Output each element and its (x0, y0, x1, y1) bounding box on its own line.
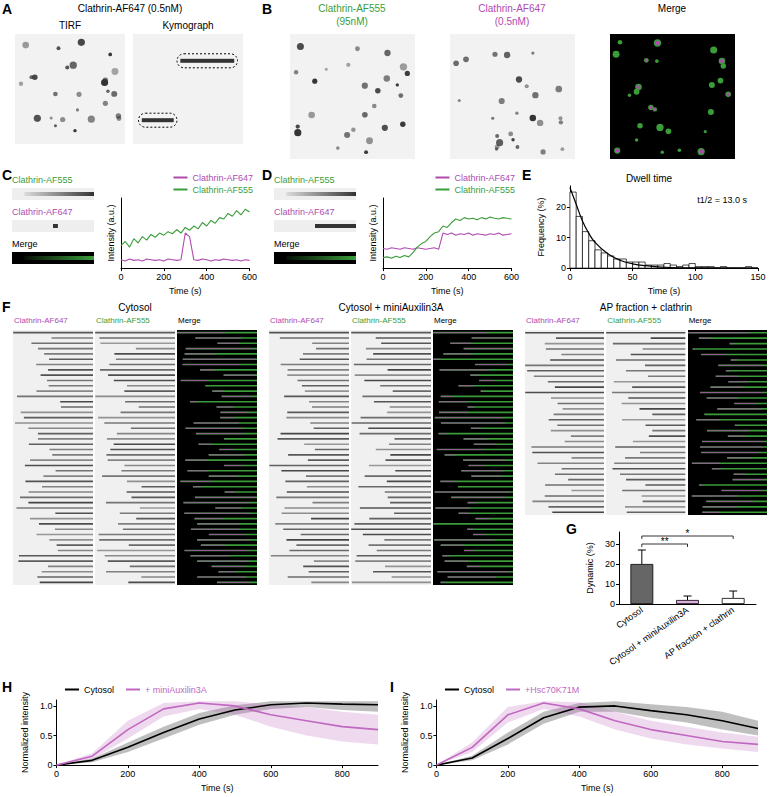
svg-text:200: 200 (500, 769, 515, 779)
svg-text:400: 400 (199, 272, 214, 282)
svg-text:400: 400 (572, 769, 587, 779)
html-text:AP fraction + clathrin: AP fraction + clathrin (599, 302, 693, 313)
svg-text:30: 30 (605, 539, 615, 549)
svg-text:100: 100 (688, 272, 703, 282)
html-text:(0.5nM): (0.5nM) (494, 16, 530, 27)
html-text:TIRF: TIRF (58, 20, 82, 31)
html-text:I: I (390, 679, 394, 695)
html-text:G: G (566, 521, 577, 537)
svg-text:Cytosol + miniAuxilin3A: Cytosol + miniAuxilin3A (607, 605, 690, 667)
svg-text:Intensity (a.u.): Intensity (a.u.) (106, 205, 116, 262)
html-text:A: A (2, 1, 13, 17)
html-text:Clathrin-AF647: Clathrin-AF647 (274, 207, 335, 217)
svg-text:0: 0 (47, 760, 52, 770)
html-text:Merge: Merge (274, 239, 300, 249)
svg-text:400: 400 (192, 769, 207, 779)
svg-text:0: 0 (118, 272, 123, 282)
svg-text:20: 20 (556, 202, 566, 212)
svg-text:Time (s): Time (s) (581, 783, 614, 793)
html-text:Cytosol + miniAuxilin3A: Cytosol + miniAuxilin3A (338, 302, 444, 313)
html-text:Clathrin-AF647 (0.5nM): Clathrin-AF647 (0.5nM) (77, 3, 183, 14)
html-text:Clathrin-AF555: Clathrin-AF555 (352, 316, 406, 325)
svg-text:0: 0 (561, 263, 566, 273)
svg-text:600: 600 (242, 272, 257, 282)
svg-text:0: 0 (380, 272, 385, 282)
svg-text:50: 50 (628, 272, 638, 282)
html-text:Merge: Merge (688, 316, 712, 325)
svg-text:Clathrin-AF555: Clathrin-AF555 (454, 185, 515, 195)
svg-text:Cytosol: Cytosol (84, 685, 114, 695)
html-text:CClathrin-AF555: CClathrin-AF555 (2, 167, 73, 185)
svg-text:Normalized intensity: Normalized intensity (400, 692, 410, 774)
svg-text:Clathrin-AF647: Clathrin-AF647 (192, 173, 253, 183)
html-text:Clathrin-AF647: Clathrin-AF647 (270, 316, 324, 325)
svg-text:0: 0 (427, 760, 432, 770)
svg-text:150: 150 (750, 272, 765, 282)
html-text:Clathrin-AF647: Clathrin-AF647 (478, 3, 546, 14)
svg-text:0.5: 0.5 (420, 731, 433, 741)
html-text:Kymograph: Kymograph (162, 20, 214, 31)
svg-text:+ miniAuxilin3A: + miniAuxilin3A (145, 685, 207, 695)
html-text:(95nM): (95nM) (336, 16, 368, 27)
svg-text:20: 20 (605, 559, 615, 569)
svg-text:Clathrin-AF555: Clathrin-AF555 (192, 185, 253, 195)
html-text:E: E (522, 167, 532, 183)
svg-text:200: 200 (120, 769, 135, 779)
svg-text:1.0: 1.0 (420, 701, 433, 711)
svg-text:400: 400 (461, 272, 476, 282)
html-text:B: B (262, 1, 273, 17)
html-text:Merge: Merge (178, 316, 201, 325)
svg-text:Intensity (a.u.): Intensity (a.u.) (368, 205, 378, 262)
html-text:Cytosol: Cytosol (118, 302, 152, 313)
svg-text:0: 0 (434, 769, 439, 779)
html-text:DClathrin-AF555: DClathrin-AF555 (262, 167, 335, 185)
svg-text:+Hsc70K71M: +Hsc70K71M (525, 685, 579, 695)
html-text:Clathrin-AF647: Clathrin-AF647 (526, 316, 580, 325)
svg-text:0: 0 (54, 769, 59, 779)
svg-text:Clathrin-AF647: Clathrin-AF647 (454, 173, 515, 183)
html-text:Clathrin-AF555: Clathrin-AF555 (607, 316, 662, 325)
html-text:H: H (2, 679, 13, 695)
html-text:Merge: Merge (434, 316, 457, 325)
svg-text:Dynamic (%): Dynamic (%) (585, 542, 595, 594)
svg-text:Dwell time: Dwell time (626, 173, 673, 184)
svg-text:Cytosol: Cytosol (464, 685, 494, 695)
html-text:Clathrin-AF647: Clathrin-AF647 (14, 316, 68, 325)
svg-text:10: 10 (605, 579, 615, 589)
html-text:Clathrin-AF647: Clathrin-AF647 (12, 207, 73, 217)
svg-text:10: 10 (556, 233, 566, 243)
svg-text:*: * (686, 528, 690, 539)
svg-text:600: 600 (643, 769, 658, 779)
svg-text:0: 0 (610, 599, 615, 609)
svg-text:**: ** (661, 536, 669, 547)
svg-text:Cytosol: Cytosol (614, 605, 644, 630)
svg-text:1.0: 1.0 (40, 701, 53, 711)
html-text:Clathrin-AF555: Clathrin-AF555 (318, 3, 386, 14)
html-text:F: F (2, 299, 11, 315)
svg-text:800: 800 (335, 769, 350, 779)
svg-text:Time (s): Time (s) (169, 286, 202, 296)
svg-text:Time (s): Time (s) (648, 286, 681, 296)
html-text:Merge: Merge (657, 3, 687, 14)
svg-text:Normalized intensity: Normalized intensity (20, 692, 30, 774)
svg-text:800: 800 (715, 769, 730, 779)
svg-text:600: 600 (263, 769, 278, 779)
html-text:Clathrin-AF555: Clathrin-AF555 (96, 316, 150, 325)
svg-text:200: 200 (156, 272, 171, 282)
svg-text:Time (s): Time (s) (431, 286, 464, 296)
svg-text:Time (s): Time (s) (201, 783, 234, 793)
html-text:Merge: Merge (12, 239, 38, 249)
svg-text:AP fraction + clathrin: AP fraction + clathrin (662, 605, 736, 661)
svg-text:600: 600 (504, 272, 519, 282)
svg-text:200: 200 (418, 272, 433, 282)
svg-text:t1/2 = 13.0 s: t1/2 = 13.0 s (697, 195, 747, 205)
svg-text:0: 0 (567, 272, 572, 282)
svg-text:Frequency (%): Frequency (%) (536, 198, 546, 257)
svg-text:0.5: 0.5 (40, 731, 53, 741)
